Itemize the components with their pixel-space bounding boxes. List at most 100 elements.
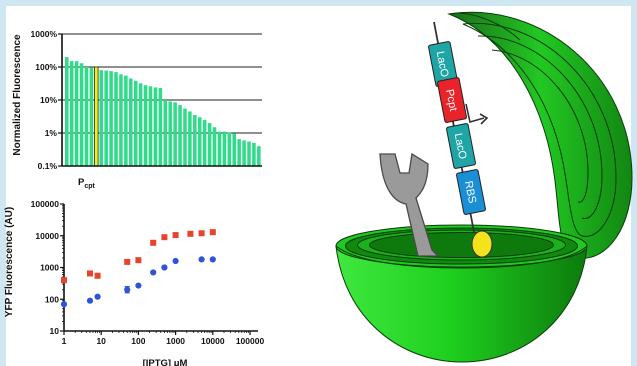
scatter-x-tick-label-1: 10 (96, 336, 106, 346)
bar-2 (74, 61, 79, 166)
y-tick-label-0: 0.1% (38, 161, 58, 171)
fluorescence-bar-chart: Normalized Fluorescence 0.1% 1% 10% 100% 100… (12, 29, 262, 190)
bar-8 (104, 70, 108, 166)
bar-4 (84, 67, 89, 166)
y-tick-label-2: 10% (40, 95, 57, 105)
series-1-point-6 (161, 264, 168, 271)
series-0-point-4 (135, 257, 142, 264)
scatter-x-tick-label-2: 100 (131, 336, 145, 346)
bar-7 (99, 70, 104, 166)
iptg-response-chart: YFP Fluorescence (AU) [IPTG] μM 10 100 100… (4, 199, 264, 366)
series-1-point-0 (60, 301, 68, 308)
series-0-point-7 (172, 232, 179, 239)
capsule-base (335, 224, 588, 363)
bar-24 (183, 108, 187, 166)
scatter-y-tick-label-2: 1000 (40, 263, 59, 273)
series-1-point-3 (124, 286, 131, 293)
genetic-part-label: Pcpt (443, 88, 459, 112)
genetic-part-box (437, 77, 467, 123)
bar-chart-y-ticks: 0.1% 1% 10% 100% 1000% (31, 29, 62, 171)
capsule-front-rim (335, 245, 588, 269)
series-1-point-1 (86, 297, 94, 304)
bar-36 (242, 140, 246, 166)
bar-chart-bars (65, 57, 261, 167)
scatter-x-tick-label-5: 100000 (236, 336, 265, 346)
bar-29 (207, 123, 212, 166)
series-0-point-8 (187, 230, 194, 237)
bar-10 (114, 72, 118, 166)
genetic-parts: LacO Pcpt LacO RBS (428, 41, 486, 215)
y-tick-label-1: 1% (45, 128, 58, 138)
bar-22 (173, 102, 177, 166)
scatter-y-tick-label-3: 10000 (35, 231, 59, 241)
scatter-x-ticks: 1 10 100 1000 10000 100000 (62, 331, 265, 346)
series-1-point-7 (172, 257, 179, 265)
series-0-point-5 (150, 239, 157, 246)
bar-21 (168, 101, 172, 166)
scatter-y-tick-label-0: 10 (50, 326, 60, 336)
bar-19 (158, 88, 163, 166)
bar-13 (129, 78, 133, 166)
capsule-lid (447, 11, 633, 259)
bar-34 (232, 133, 236, 166)
bar-1 (69, 61, 74, 166)
gene-terminator-icon (471, 230, 493, 258)
bar-highlighted (94, 66, 99, 167)
series-1-point-2 (94, 293, 101, 300)
bar-18 (153, 87, 158, 166)
promoter-arrowhead-icon (479, 113, 489, 125)
bar-32 (222, 131, 227, 166)
genetic-part-3: LacO (446, 123, 476, 169)
bar-14 (133, 80, 138, 166)
promoter-pointer-main: P (78, 177, 85, 188)
bar-23 (178, 105, 182, 166)
bar-chart-y-axis-label: Normalized Fluorescence (12, 34, 23, 156)
bar-5 (89, 67, 94, 166)
bar-37 (247, 141, 251, 166)
genetic-part-4: RBS (456, 169, 486, 215)
bar-39 (257, 146, 261, 166)
genetic-part-1: LacO (428, 41, 458, 87)
bar-38 (252, 142, 256, 166)
bar-20 (163, 100, 168, 166)
series-1-point-5 (150, 269, 157, 276)
series-0-point-10 (209, 229, 216, 236)
bar-0 (65, 57, 69, 166)
scatter-y-tick-label-1: 100 (45, 294, 59, 304)
bar-3 (79, 63, 84, 166)
bar-12 (124, 75, 128, 166)
bar-31 (217, 131, 222, 166)
series-1-point-9 (209, 256, 216, 263)
genetic-construct: LacO Pcpt LacO RBS (428, 21, 493, 258)
bar-33 (227, 132, 232, 166)
scatter-y-ticks: 10 100 1000 10000 100000 (31, 199, 64, 336)
promoter-arrow-icon (465, 103, 485, 124)
bar-9 (109, 71, 113, 166)
scatter-y-tick-label-4: 100000 (31, 199, 60, 209)
bar-28 (202, 119, 207, 166)
scatter-x-axis-label: [IPTG] μM (143, 358, 188, 366)
series-0-point-9 (198, 230, 205, 237)
genetic-part-2: Pcpt (437, 77, 467, 123)
series-0-point-2 (94, 272, 101, 279)
bar-27 (197, 117, 202, 166)
promoter-pointer-label: Pcpt (78, 177, 96, 190)
series-0-point-1 (87, 270, 94, 277)
capsule-diagram: LacO Pcpt LacO RBS (335, 11, 633, 363)
genetic-part-label: LacO (452, 132, 469, 161)
bar-25 (188, 111, 192, 166)
wrench-icon (379, 152, 440, 257)
series-0-point-6 (161, 234, 168, 241)
y-tick-label-3: 100% (35, 62, 57, 72)
bar-26 (193, 115, 197, 166)
scatter-points (60, 229, 216, 308)
genetic-part-box (456, 169, 486, 215)
genetic-part-label: LacO (434, 50, 451, 79)
promoter-pointer-sub: cpt (84, 183, 95, 190)
bar-17 (148, 86, 153, 166)
bar-30 (212, 127, 217, 166)
series-1-point-4 (135, 282, 142, 289)
bar-16 (143, 85, 148, 166)
